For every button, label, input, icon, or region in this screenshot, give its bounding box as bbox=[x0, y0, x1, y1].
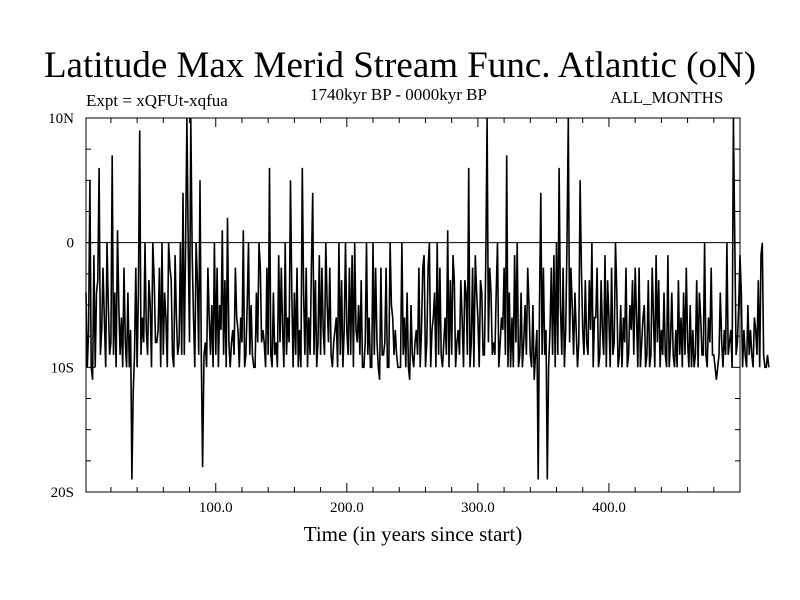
x-tick-label: 100.0 bbox=[199, 500, 233, 516]
y-tick-label: 10N bbox=[48, 111, 74, 127]
axis-ticks bbox=[86, 118, 740, 492]
y-tick-label: 20S bbox=[51, 485, 74, 501]
y-tick-label: 10S bbox=[51, 360, 74, 376]
x-tick-label: 200.0 bbox=[330, 500, 364, 516]
period-label: 1740kyr BP - 0000kyr BP bbox=[310, 85, 487, 104]
x-tick-label: 400.0 bbox=[592, 500, 626, 516]
x-axis-label: Time (in years since start) bbox=[303, 522, 523, 546]
x-tick-label: 300.0 bbox=[461, 500, 495, 516]
chart-title: Latitude Max Merid Stream Func. Atlantic… bbox=[43, 45, 757, 86]
series-line bbox=[85, 117, 770, 480]
tick-labels: 100.0 200.0 300.0 400.0 20S 10S 0 10N bbox=[48, 111, 626, 516]
y-tick-label: 0 bbox=[67, 236, 75, 252]
experiment-label: Expt = xQFUt-xqfua bbox=[86, 91, 228, 110]
months-label: ALL_MONTHS bbox=[610, 88, 724, 107]
